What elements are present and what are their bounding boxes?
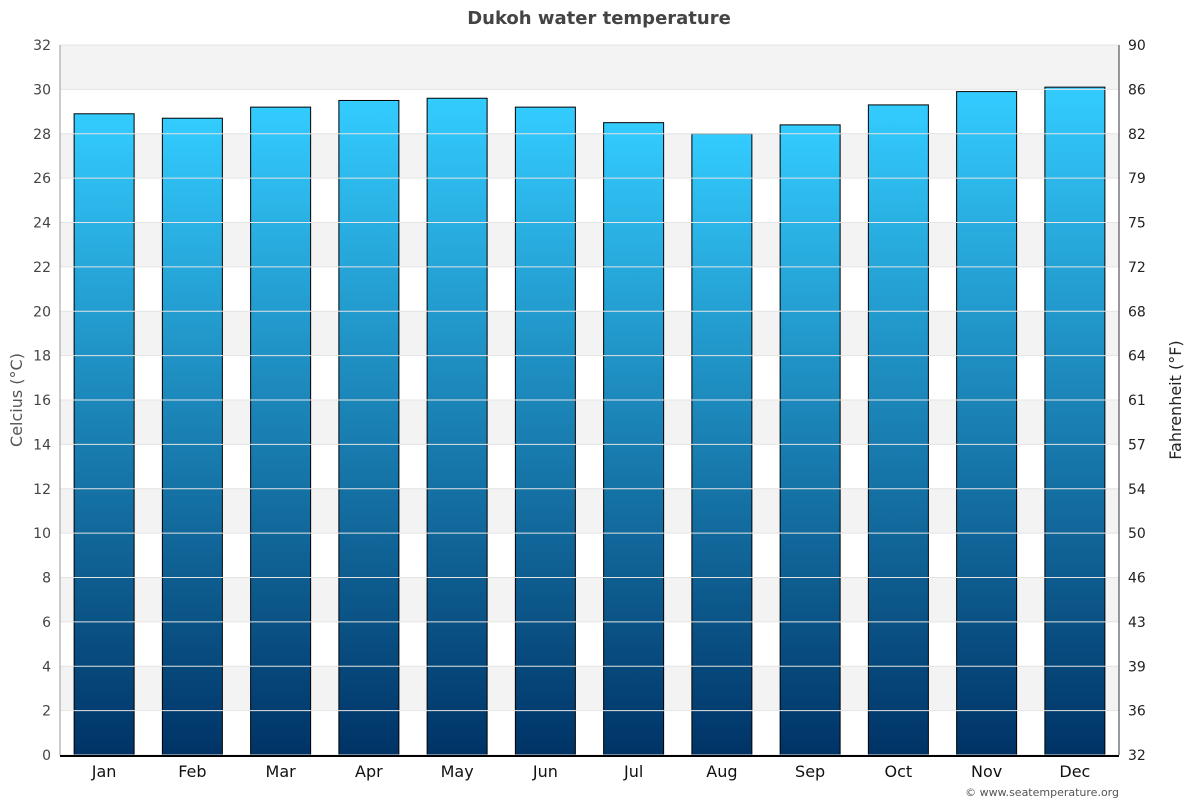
bar-jan	[73, 113, 135, 756]
y2-tick-label: 50	[1128, 526, 1146, 542]
x-tick-label: Dec	[1059, 762, 1090, 781]
y-axis-label: Celcius (°C)	[7, 353, 26, 447]
y-tick-label: 30	[33, 82, 51, 98]
bar-nov	[956, 91, 1018, 756]
y-tick-label: 22	[33, 260, 51, 276]
y2-tick-label: 36	[1128, 704, 1146, 720]
y2-tick-label: 68	[1128, 304, 1146, 320]
y-tick-label: 10	[33, 526, 51, 542]
y2-tick-label: 39	[1128, 659, 1146, 675]
y-tick-label: 0	[42, 748, 51, 764]
y-tick-label: 6	[42, 615, 51, 631]
y-tick-label: 8	[42, 571, 51, 587]
x-tick-label: Feb	[178, 762, 206, 781]
y-tick-label: 28	[33, 127, 51, 143]
x-tick-label: Jan	[91, 762, 117, 781]
y-tick-label: 2	[42, 704, 51, 720]
x-tick-label: Jun	[532, 762, 558, 781]
y2-tick-label: 57	[1128, 437, 1146, 453]
grid-band	[60, 222, 1119, 267]
y2-tick-label: 43	[1128, 615, 1146, 631]
grid-band	[60, 400, 1119, 445]
bar-mar	[250, 106, 312, 756]
y2-tick-label: 61	[1128, 393, 1146, 409]
grid-band	[60, 133, 1119, 179]
y-tick-label: 32	[33, 38, 51, 54]
y-tick-label: 20	[33, 304, 51, 320]
bar-sep	[779, 124, 841, 756]
y2-tick-label: 72	[1128, 260, 1146, 276]
x-tick-label: Jul	[623, 762, 643, 781]
y2-tick-label: 82	[1128, 127, 1146, 143]
grid-band	[60, 488, 1119, 534]
grid-band	[60, 577, 1119, 622]
y2-tick-label: 64	[1128, 349, 1146, 365]
bar-dec	[1044, 86, 1106, 756]
x-tick-label: May	[441, 762, 474, 781]
bar-may	[426, 97, 488, 756]
y2-tick-label: 86	[1128, 82, 1146, 98]
y2-tick-label: 75	[1128, 216, 1146, 232]
grid-band	[60, 311, 1119, 356]
bar-feb	[161, 117, 223, 756]
y-tick-label: 12	[33, 482, 51, 498]
y-tick-label: 16	[33, 393, 51, 409]
y-tick-label: 18	[33, 349, 51, 365]
x-tick-label: Aug	[706, 762, 737, 781]
y2-tick-label: 79	[1128, 171, 1146, 187]
y2-tick-label: 32	[1128, 748, 1146, 764]
x-tick-label: Nov	[971, 762, 1002, 781]
bar-jun	[514, 106, 576, 756]
x-tick-label: Oct	[885, 762, 913, 781]
y-tick-label: 4	[42, 659, 51, 675]
grid-band	[60, 666, 1119, 711]
credit-text: © www.seatemperature.org	[965, 786, 1119, 799]
x-tick-label: Mar	[266, 762, 297, 781]
bar-apr	[338, 99, 400, 756]
y-tick-label: 14	[33, 437, 51, 453]
y-tick-label: 26	[33, 171, 51, 187]
x-tick-label: Apr	[355, 762, 383, 781]
y-tick-label: 24	[33, 216, 51, 232]
bar-jul	[603, 122, 665, 756]
y2-tick-label: 54	[1128, 482, 1146, 498]
y2-tick-label: 90	[1128, 38, 1146, 54]
chart-title: Dukoh water temperature	[467, 8, 731, 29]
y2-tick-label: 46	[1128, 571, 1146, 587]
x-tick-label: Sep	[795, 762, 825, 781]
bar-oct	[867, 104, 929, 756]
y2-axis-label: Fahrenheit (°F)	[1166, 340, 1185, 459]
grid-band	[60, 45, 1119, 90]
